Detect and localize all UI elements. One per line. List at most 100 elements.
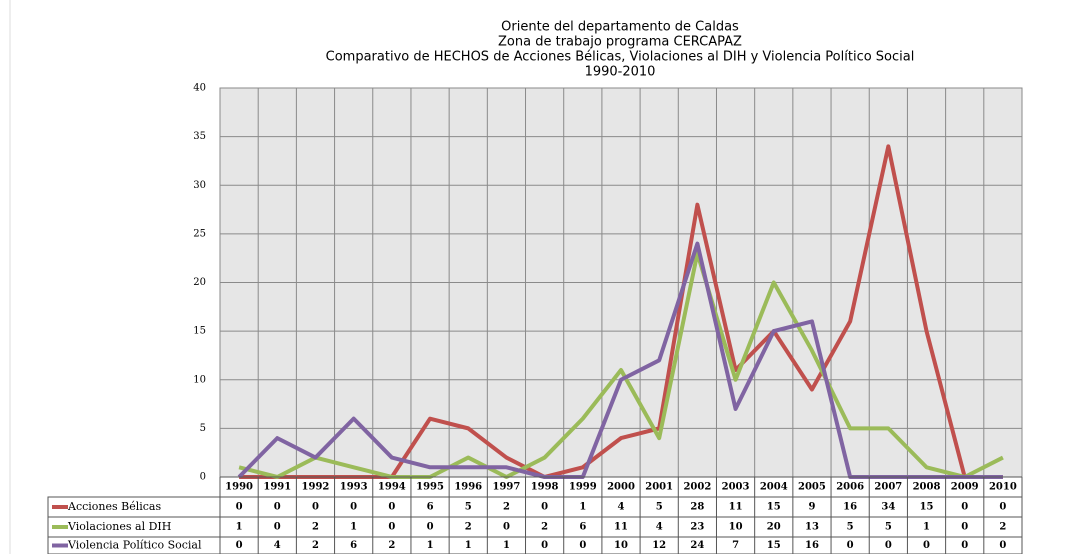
table-value: 23 — [690, 522, 704, 533]
table-value: 5 — [656, 502, 663, 513]
y-tick-label: 30 — [193, 180, 206, 191]
table-value: 5 — [465, 502, 472, 513]
table-value: 1 — [579, 502, 586, 513]
table-value: 0 — [885, 540, 892, 551]
table-value: 0 — [541, 502, 548, 513]
table-value: 15 — [920, 502, 934, 513]
table-value: 0 — [503, 522, 510, 533]
y-tick-label: 10 — [193, 374, 206, 385]
x-tick-label: 2002 — [683, 482, 711, 493]
table-value: 1 — [350, 522, 357, 533]
x-tick-label: 2000 — [607, 482, 635, 493]
table-value: 13 — [805, 522, 819, 533]
table-value: 0 — [961, 540, 968, 551]
x-tick-label: 1992 — [302, 482, 330, 493]
table-value: 0 — [236, 540, 243, 551]
table-value: 6 — [427, 502, 434, 513]
table-value: 2 — [999, 522, 1006, 533]
table-value: 20 — [767, 522, 781, 533]
x-tick-label: 2010 — [989, 482, 1017, 493]
series-line — [238, 251, 1004, 479]
x-tick-label: 2009 — [951, 482, 979, 493]
x-tick-label: 1990 — [225, 482, 253, 493]
chart-title: Oriente del departamento de Caldas — [501, 20, 739, 35]
table-value: 5 — [847, 522, 854, 533]
table-value: 4 — [274, 540, 281, 551]
x-tick-label: 1995 — [416, 482, 444, 493]
legend-label: Violencia Político Social — [67, 539, 202, 552]
table-value: 4 — [618, 502, 625, 513]
x-tick-label: 1994 — [378, 482, 406, 493]
table-value: 11 — [729, 502, 743, 513]
table-value: 0 — [388, 502, 395, 513]
table-value: 0 — [999, 540, 1006, 551]
y-tick-label: 25 — [193, 228, 206, 239]
table-value: 0 — [350, 502, 357, 513]
x-tick-label: 1998 — [531, 482, 559, 493]
x-tick-label: 2001 — [645, 482, 673, 493]
table-value: 6 — [579, 522, 586, 533]
table-value: 2 — [388, 540, 395, 551]
table-value: 1 — [923, 522, 930, 533]
x-tick-label: 1997 — [493, 482, 521, 493]
chart-title: Comparativo de HECHOS de Acciones Bélica… — [326, 50, 915, 65]
y-tick-label: 0 — [200, 472, 206, 483]
table-value: 1 — [427, 540, 434, 551]
table-value: 0 — [388, 522, 395, 533]
table-value: 0 — [312, 502, 319, 513]
table-value: 0 — [274, 502, 281, 513]
x-tick-label: 2008 — [913, 482, 941, 493]
table-value: 0 — [923, 540, 930, 551]
legend-label: Violaciones al DIH — [67, 520, 171, 533]
table-value: 2 — [312, 540, 319, 551]
x-tick-label: 1993 — [340, 482, 368, 493]
table-value: 1 — [236, 522, 243, 533]
y-tick-label: 35 — [193, 131, 206, 142]
x-tick-label: 2007 — [874, 482, 902, 493]
table-value: 6 — [350, 540, 357, 551]
table-value: 10 — [729, 522, 743, 533]
table-value: 34 — [881, 502, 895, 513]
chart-title: Zona de trabajo programa CERCAPAZ — [498, 35, 742, 50]
table-value: 0 — [427, 522, 434, 533]
table-value: 4 — [656, 522, 663, 533]
table-value: 16 — [805, 540, 819, 551]
legend-label: Acciones Bélicas — [67, 500, 161, 513]
table-value: 12 — [652, 540, 666, 551]
table-value: 0 — [579, 540, 586, 551]
y-tick-label: 5 — [200, 423, 206, 434]
table-value: 15 — [767, 502, 781, 513]
chart-title: 1990-2010 — [585, 65, 656, 80]
y-tick-label: 20 — [193, 277, 206, 288]
table-value: 28 — [690, 502, 704, 513]
table-value: 0 — [961, 522, 968, 533]
table-value: 0 — [236, 502, 243, 513]
table-value: 15 — [767, 540, 781, 551]
table-value: 0 — [541, 540, 548, 551]
table-value: 0 — [274, 522, 281, 533]
table-value: 24 — [690, 540, 704, 551]
table-value: 10 — [614, 540, 628, 551]
y-tick-label: 40 — [193, 83, 206, 94]
x-tick-label: 2005 — [798, 482, 826, 493]
table-value: 5 — [885, 522, 892, 533]
table-value: 1 — [503, 540, 510, 551]
table-value: 11 — [614, 522, 628, 533]
table-value: 2 — [541, 522, 548, 533]
table-value: 0 — [847, 540, 854, 551]
x-tick-label: 2006 — [836, 482, 864, 493]
x-tick-label: 2004 — [760, 482, 788, 493]
x-tick-label: 1996 — [454, 482, 482, 493]
table-value: 0 — [999, 502, 1006, 513]
table-value: 7 — [732, 540, 739, 551]
table-value: 9 — [808, 502, 815, 513]
table-value: 16 — [843, 502, 857, 513]
x-tick-label: 1991 — [263, 482, 291, 493]
table-value: 1 — [465, 540, 472, 551]
x-tick-label: 2003 — [722, 482, 750, 493]
table-value: 0 — [961, 502, 968, 513]
table-value: 2 — [465, 522, 472, 533]
table-value: 2 — [312, 522, 319, 533]
table-value: 2 — [503, 502, 510, 513]
